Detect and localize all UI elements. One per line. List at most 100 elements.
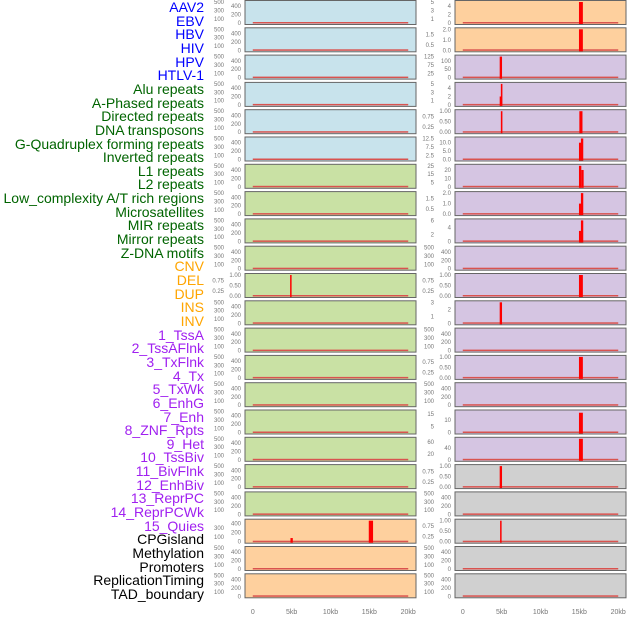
y-tick-label: 0 (448, 21, 452, 27)
y-tick-label: 0.00 (439, 376, 451, 382)
track-label: HTLV-1 (157, 67, 204, 84)
y-tick-label: 100 (214, 181, 225, 187)
baseline (462, 322, 619, 324)
x-tick-label: 15kb (362, 609, 377, 616)
track-label: Mirror repeats (116, 231, 204, 248)
y-tick-label: 300 (214, 582, 225, 588)
y-tick-label: 200 (231, 586, 242, 592)
baseline (462, 295, 619, 297)
y-tick-label: 0 (238, 76, 242, 82)
y-tick-label: 0 (448, 431, 452, 437)
y-tick-label: 500 (214, 382, 225, 388)
y-tick-label: 0.5 (426, 43, 435, 49)
y-tick-label: 200 (231, 395, 242, 401)
track-label: CPGisland (137, 531, 204, 548)
baseline (462, 158, 619, 160)
y-tick-label: 4 (448, 4, 452, 10)
y-tick-label: 100 (214, 535, 225, 541)
y-tick-label: 300 (214, 473, 225, 479)
baseline (462, 240, 619, 242)
y-tick-label: 500 (214, 82, 225, 88)
baseline (462, 540, 619, 543)
track-label: HPV (175, 53, 204, 70)
y-tick-label: 500 (214, 55, 225, 61)
baseline (462, 49, 619, 51)
y-tick-label: 1.5 (426, 196, 435, 202)
y-tick-label: 5 (431, 181, 435, 187)
y-tick-label: 0 (238, 349, 242, 355)
y-tick-label: 0.50 (439, 365, 451, 371)
y-tick-label: 0 (238, 212, 242, 218)
baseline (252, 295, 409, 297)
y-tick-label: 200 (231, 40, 242, 46)
panel-left-15 (244, 409, 417, 435)
panel-right-17 (454, 464, 627, 490)
y-tick-label: 500 (214, 464, 225, 470)
panel-right-12 (454, 327, 627, 353)
y-tick-label: 500 (214, 218, 225, 224)
y-tick-label: 2 (448, 307, 452, 313)
y-tick-label: 200 (231, 422, 242, 428)
baseline (252, 267, 409, 270)
y-tick-label: 0 (448, 103, 452, 109)
track-label: 10_TssBiv (140, 449, 204, 466)
baseline (462, 458, 619, 461)
y-tick-label: 200 (441, 586, 452, 592)
panel-left-12 (244, 327, 417, 353)
y-tick-label: 2.5 (426, 153, 435, 159)
panel-left-10 (244, 273, 417, 298)
y-tick-label: 400 (441, 578, 452, 584)
y-tick-label: 0 (448, 267, 452, 273)
y-tick-label: 125 (424, 55, 435, 61)
y-tick-label: 500 (424, 573, 435, 579)
y-tick-label: 500 (424, 246, 435, 252)
track-label: A-Phased repeats (91, 94, 204, 111)
y-tick-label: 0 (238, 594, 242, 600)
y-tick-label: 0 (238, 239, 242, 245)
y-tick-label: 100 (214, 344, 225, 350)
x-tick-label: 20kb (611, 609, 626, 616)
track-label: Microsatellites (115, 203, 204, 220)
y-tick-label: 400 (231, 59, 242, 65)
baseline (462, 22, 619, 24)
track-label: G-Quadruplex forming repeats (14, 135, 204, 152)
y-tick-label: 100 (214, 17, 225, 23)
baseline (252, 103, 409, 106)
y-tick-label: 300 (214, 309, 225, 315)
y-tick-label: 500 (214, 546, 225, 552)
y-tick-label: 40 (444, 446, 451, 452)
y-tick-label: 100 (214, 126, 225, 132)
baseline (462, 185, 619, 188)
y-tick-label: 300 (214, 363, 225, 369)
x-tick-label: 0 (461, 609, 465, 616)
panel-right-19 (454, 518, 627, 544)
bar (578, 230, 582, 243)
y-tick-label: 200 (231, 340, 242, 346)
bar (578, 165, 582, 188)
panel-right-13 (454, 354, 627, 380)
y-tick-label: 300 (424, 582, 435, 588)
panel-left-21 (244, 573, 417, 599)
y-tick-label: 3 (431, 300, 435, 306)
y-tick-label: 500 (214, 300, 225, 306)
baseline (252, 76, 409, 79)
baseline (252, 322, 409, 324)
y-tick-label: 300 (214, 254, 225, 260)
y-tick-label: 300 (214, 391, 225, 397)
y-tick-label: 0 (238, 540, 242, 546)
track-label: 6_EnhG (152, 394, 204, 411)
y-tick-label: 0 (448, 512, 452, 518)
y-tick-label: 60 (427, 440, 434, 446)
y-tick-label: 0.00 (439, 485, 451, 491)
bar (499, 466, 503, 489)
y-tick-label: 200 (231, 504, 242, 510)
y-tick-label: 100 (214, 508, 225, 514)
bar (578, 2, 583, 24)
y-tick-label: 100 (214, 44, 225, 50)
y-tick-label: 300 (214, 526, 225, 532)
bar (500, 111, 503, 134)
track-label: Low_complexity A/T rich regions (3, 190, 205, 207)
y-tick-label: 100 (441, 59, 452, 65)
y-tick-label: 400 (231, 359, 242, 365)
y-tick-label: 500 (214, 437, 225, 443)
